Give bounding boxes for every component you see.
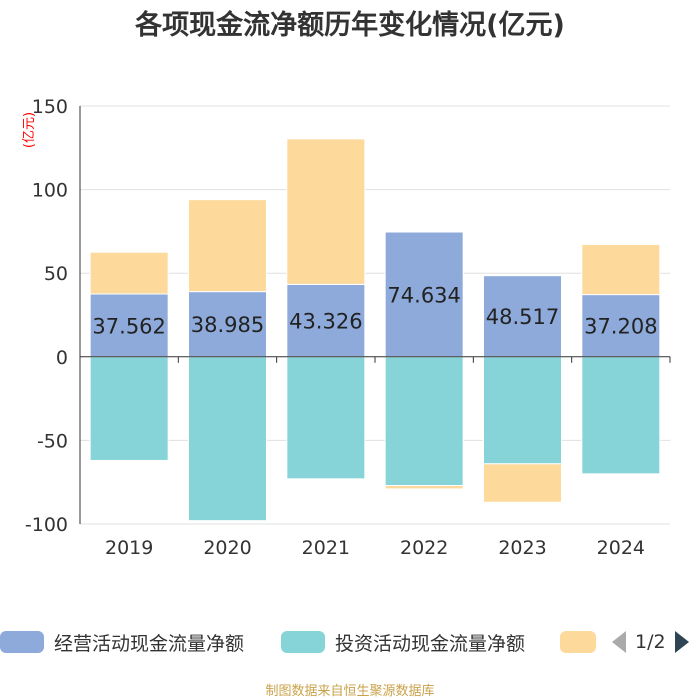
legend-item-financing[interactable] [560, 630, 596, 654]
legend-swatch-operating [0, 631, 44, 653]
x-tick-label: 2020 [203, 537, 251, 559]
bar-financing-2019 [89, 251, 169, 295]
x-tick-label: 2024 [597, 537, 645, 559]
legend-item-operating[interactable]: 经营活动现金流量净额 [0, 630, 245, 655]
bar-financing-2024 [581, 243, 661, 296]
legend-next-page-icon[interactable] [674, 631, 689, 653]
chart-title: 各项现金流净额历年变化情况(亿元) [134, 9, 565, 41]
data-label-2021: 43.326 [289, 310, 362, 334]
data-label-2020: 38.985 [191, 313, 264, 337]
x-tick-label: 2021 [302, 537, 350, 559]
data-label-2022: 74.634 [387, 283, 460, 307]
y-tick-label: 150 [32, 96, 68, 118]
data-label-2023: 48.517 [486, 305, 559, 329]
bar-operating-2020 [188, 291, 267, 358]
bar-investing-2019 [89, 356, 169, 461]
x-tick-label: 2019 [105, 537, 153, 559]
bar-financing-2023 [483, 463, 562, 503]
chart: 各项现金流净额历年变化情况(亿元) -100 -50 0 50 100 150(亿元) 37.… [22, 9, 671, 559]
y-tick-label: 100 [32, 180, 68, 202]
data-label-2024: 37.208 [584, 315, 657, 339]
bar-investing-2020 [188, 356, 267, 522]
bar-financing-2022 [384, 485, 464, 490]
legend-page-indicator: 1/2 [635, 631, 666, 653]
x-tick-label: 2022 [400, 537, 448, 559]
bar-investing-2024 [581, 356, 661, 475]
bar-operating-2023 [483, 275, 562, 358]
legend-prev-page-icon[interactable] [612, 631, 626, 653]
legend-swatch-financing [560, 631, 596, 653]
bar-financing-2021 [286, 138, 366, 285]
bar-investing-2021 [286, 356, 366, 480]
legend-pager: 1/2 [612, 630, 689, 654]
y-tick-label: -100 [25, 514, 68, 536]
legend-item-investing[interactable]: 投资活动现金流量净额 [281, 630, 526, 655]
y-axis-title: (亿元) [22, 112, 37, 148]
bar-financing-2020 [188, 199, 267, 293]
data-label-2019: 37.562 [92, 314, 165, 338]
bar-operating-2024 [581, 294, 661, 358]
bar-operating-2022 [384, 231, 464, 358]
y-tick-label: 50 [44, 263, 68, 285]
x-tick-label: 2023 [498, 537, 546, 559]
legend: 经营活动现金流量净额 投资活动现金流量净额 1/2 [0, 622, 700, 662]
bar-investing-2022 [384, 356, 464, 487]
legend-label-operating: 经营活动现金流量净额 [54, 632, 245, 655]
y-tick-label: -50 [37, 430, 68, 452]
source-footer: 制图数据来自恒生聚源数据库 [265, 684, 435, 699]
legend-label-investing: 投资活动现金流量净额 [335, 632, 526, 655]
y-tick-label: 0 [56, 347, 68, 369]
legend-swatch-investing [281, 631, 325, 653]
bar-operating-2021 [286, 283, 366, 358]
bar-investing-2023 [483, 356, 562, 465]
